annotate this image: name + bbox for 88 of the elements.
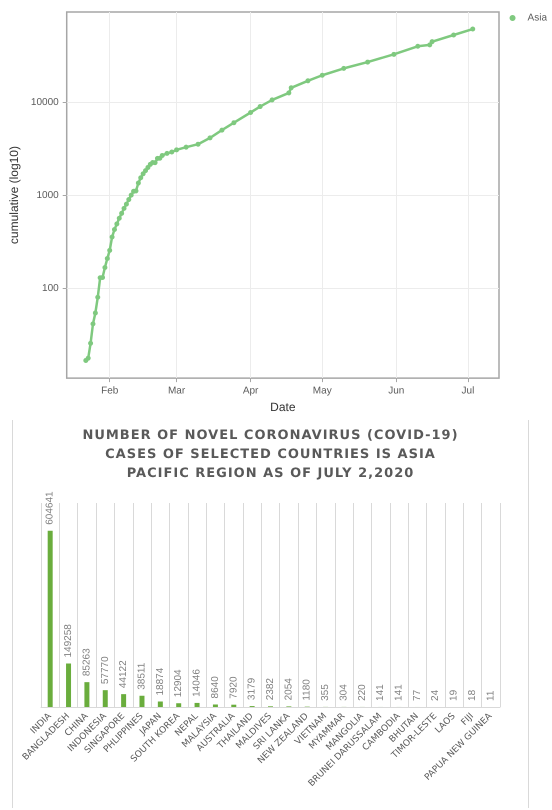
- data-label: 355: [320, 684, 332, 701]
- point: [126, 197, 132, 202]
- data-label: 141: [375, 684, 386, 701]
- x-tick-label: Feb: [101, 386, 119, 397]
- bar: [139, 696, 144, 707]
- point: [124, 202, 129, 207]
- point: [102, 264, 108, 270]
- x-tick-label: Mar: [168, 386, 186, 397]
- point: [320, 72, 325, 78]
- x-tick-label: Jul: [462, 386, 474, 397]
- data-label: 57770: [100, 656, 111, 684]
- y-axis-title: cumulative (log10): [7, 146, 21, 244]
- x-axis-title: Date: [270, 400, 296, 414]
- point: [116, 216, 122, 221]
- x-tick-label: May: [312, 386, 332, 397]
- data-label: 14046: [192, 668, 203, 697]
- data-label: 141: [394, 684, 405, 701]
- data-label: 7920: [228, 676, 240, 699]
- bar: [84, 682, 90, 707]
- y-tick-label: 10000: [30, 96, 60, 108]
- point: [95, 294, 100, 300]
- point: [430, 39, 435, 44]
- data-label: 304: [338, 684, 350, 701]
- point: [470, 26, 476, 32]
- point: [104, 256, 110, 261]
- bar: [48, 530, 53, 707]
- point: [305, 78, 310, 84]
- point: [341, 66, 346, 71]
- data-label: 1180: [302, 678, 313, 701]
- point: [451, 32, 456, 38]
- point: [169, 149, 174, 154]
- data-label: 24: [430, 689, 442, 701]
- point: [86, 356, 91, 361]
- data-label: 18: [466, 689, 478, 701]
- x-tick-label: Apr: [242, 386, 260, 397]
- point: [288, 85, 294, 90]
- point: [107, 248, 112, 253]
- point: [90, 321, 96, 326]
- point: [196, 142, 201, 147]
- point: [270, 97, 275, 102]
- data-label: 77: [412, 689, 423, 701]
- point: [248, 110, 254, 115]
- point: [119, 210, 124, 216]
- point: [258, 104, 263, 110]
- y-tick-label: 100: [42, 283, 60, 294]
- data-label: 44122: [118, 660, 130, 688]
- point: [114, 221, 120, 226]
- data-label: 8640: [210, 676, 221, 698]
- point: [427, 42, 432, 48]
- point: [110, 234, 115, 240]
- point: [122, 206, 127, 211]
- point: [92, 310, 98, 316]
- point: [208, 135, 213, 140]
- point: [136, 180, 141, 186]
- data-label: 220: [356, 684, 368, 701]
- data-label: 85263: [81, 648, 92, 676]
- data-label: 604641: [44, 490, 56, 525]
- x-tick-label: Jun: [388, 386, 404, 397]
- data-label: 18874: [154, 667, 166, 696]
- point: [415, 44, 420, 49]
- bar: [121, 694, 126, 707]
- point: [88, 340, 94, 346]
- chart-title: NUMBER OF NOVEL CORONAVIRUS (COVID-19) CASES OF SELECTED COUNTRIES IS ASIA PACIFIC REGION AS OF JULY 2,2020: [81, 427, 460, 483]
- data-label: 149258: [63, 624, 74, 658]
- bar: [158, 702, 163, 707]
- point: [164, 150, 170, 156]
- data-label: 38511: [136, 662, 148, 690]
- bar: [212, 704, 218, 707]
- legend-label: Asia: [528, 12, 548, 24]
- data-label: 19: [448, 689, 460, 701]
- data-label: 2054: [283, 678, 294, 700]
- point: [391, 52, 396, 57]
- data-label: 11: [485, 690, 496, 701]
- bar: [176, 703, 182, 707]
- data-label: 2382: [265, 678, 276, 700]
- y-tick-label: 1000: [36, 190, 60, 202]
- data-label: 12904: [173, 668, 184, 698]
- bar: [194, 702, 200, 707]
- point: [160, 152, 165, 158]
- point: [138, 175, 144, 180]
- point: [286, 90, 292, 96]
- point: [231, 120, 236, 126]
- point: [112, 226, 117, 232]
- bar: [102, 690, 108, 707]
- point: [128, 192, 134, 198]
- bar: [66, 664, 72, 707]
- data-label: 3179: [246, 677, 258, 700]
- point: [365, 60, 370, 65]
